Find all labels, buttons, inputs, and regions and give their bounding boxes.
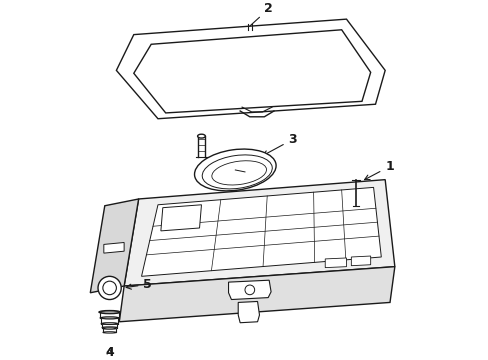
Ellipse shape bbox=[102, 323, 117, 324]
Ellipse shape bbox=[101, 323, 118, 325]
Circle shape bbox=[102, 281, 116, 295]
Polygon shape bbox=[325, 258, 346, 267]
Ellipse shape bbox=[101, 317, 118, 319]
Ellipse shape bbox=[194, 149, 276, 191]
Ellipse shape bbox=[197, 134, 205, 138]
Ellipse shape bbox=[102, 327, 117, 328]
Ellipse shape bbox=[99, 311, 120, 314]
Circle shape bbox=[98, 276, 121, 300]
Ellipse shape bbox=[102, 328, 116, 329]
Ellipse shape bbox=[211, 161, 266, 185]
Polygon shape bbox=[90, 199, 138, 293]
Polygon shape bbox=[116, 19, 385, 119]
Ellipse shape bbox=[100, 311, 119, 313]
Polygon shape bbox=[228, 280, 270, 300]
Ellipse shape bbox=[102, 332, 116, 333]
Polygon shape bbox=[238, 301, 259, 323]
Circle shape bbox=[244, 285, 254, 295]
Ellipse shape bbox=[202, 155, 272, 189]
Polygon shape bbox=[350, 256, 370, 266]
Text: 5: 5 bbox=[126, 278, 152, 291]
Polygon shape bbox=[103, 243, 124, 253]
Polygon shape bbox=[161, 205, 201, 231]
Polygon shape bbox=[134, 30, 370, 113]
Polygon shape bbox=[119, 267, 394, 322]
Text: 2: 2 bbox=[249, 3, 272, 26]
Ellipse shape bbox=[100, 317, 119, 319]
Polygon shape bbox=[124, 180, 394, 286]
Text: 1: 1 bbox=[364, 160, 393, 180]
Text: 4: 4 bbox=[105, 346, 114, 359]
Polygon shape bbox=[141, 187, 381, 276]
Text: 3: 3 bbox=[263, 133, 297, 156]
